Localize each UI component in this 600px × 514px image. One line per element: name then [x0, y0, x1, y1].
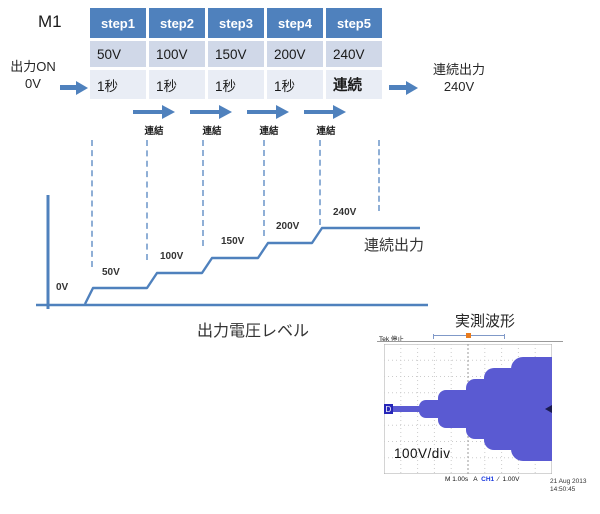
step-header: step4 [267, 8, 323, 38]
level-label: 200V [276, 221, 300, 232]
scope-status: Tek 停止 [379, 336, 404, 343]
readout-slope-icon: ∕ [497, 476, 499, 483]
readout-acquire: A [473, 476, 478, 483]
output-state-line2: 240V [443, 78, 475, 94]
step-header: step5 [326, 8, 382, 38]
step-header: step1 [90, 8, 146, 38]
scope-title: 実測波形 [455, 313, 516, 330]
input-state-line2: 0V [25, 75, 41, 91]
output-state-line1: 連続出力 [432, 62, 485, 77]
link-arrow-icon [190, 110, 219, 114]
readout-level: 1.00V [502, 476, 520, 483]
link-label: 連結 [144, 126, 164, 137]
link-label: 連結 [202, 126, 222, 137]
scope-top-rule [377, 341, 563, 342]
readout-timebase: M 1.00s [445, 476, 469, 483]
step-duration: 連続 [326, 70, 382, 99]
readout-channel: CH1 [481, 476, 495, 483]
chart-caption: 出力電圧レベル [197, 323, 310, 340]
step-voltage: 200V [267, 41, 323, 67]
d-marker [384, 404, 393, 414]
step-duration: 1秒 [208, 70, 264, 99]
step-duration: 1秒 [267, 70, 323, 99]
scope-readout: M 1.00s A CH1 ∕ 1.00V [445, 476, 520, 483]
link-arrow-icon [247, 110, 276, 114]
step-header: step2 [149, 8, 205, 38]
step-table: step1 step2 step3 step4 step5 50V 100V 1… [90, 8, 382, 99]
d-marker-label: D [386, 405, 392, 414]
level-label: 100V [160, 251, 184, 262]
level-label: 0V [56, 282, 69, 293]
output-arrow-icon [389, 85, 406, 90]
step-duration: 1秒 [90, 70, 146, 99]
scope-graticule: D [384, 344, 552, 474]
level-label: 150V [221, 236, 245, 247]
guide-dashed-line [263, 140, 265, 236]
staircase-waveform [83, 226, 420, 305]
input-arrow-icon [60, 85, 76, 90]
output-state: 連続出力 240V [418, 62, 500, 96]
sequence-title: M1 [38, 12, 62, 31]
scope-time: 14:50:45 [550, 485, 576, 493]
guide-dashed-line [91, 140, 93, 267]
link-arrow-icon [304, 110, 333, 114]
step-voltage: 240V [326, 41, 382, 67]
step-voltage: 100V [149, 41, 205, 67]
guide-dashed-line [202, 140, 204, 246]
level-label: 240V [333, 207, 357, 218]
guide-dashed-line [378, 140, 380, 211]
step-voltage: 150V [208, 41, 264, 67]
oscilloscope-screenshot: Tek 停止 D 100V/div [377, 330, 600, 508]
scope-waveform [384, 357, 552, 461]
scope-timestamp: 21 Aug 2013 14:50:45 [550, 478, 587, 494]
guide-dashed-line [146, 140, 148, 260]
step-voltage: 50V [90, 41, 146, 67]
input-state: 出力ON 0V [2, 59, 64, 93]
guide-dashed-line [319, 140, 321, 225]
volts-per-div-label: 100V/div [394, 446, 451, 461]
continuous-output-label: 連続出力 [364, 237, 425, 254]
link-label: 連結 [316, 126, 336, 137]
input-state-line1: 出力ON [10, 59, 56, 74]
step-header: step3 [208, 8, 264, 38]
trigger-level-icon [545, 405, 552, 413]
trigger-position-icon [466, 333, 471, 338]
scope-date: 21 Aug 2013 [550, 478, 587, 485]
link-arrow-icon [133, 110, 162, 114]
step-duration: 1秒 [149, 70, 205, 99]
level-label: 50V [102, 267, 120, 278]
link-label: 連結 [259, 126, 279, 137]
